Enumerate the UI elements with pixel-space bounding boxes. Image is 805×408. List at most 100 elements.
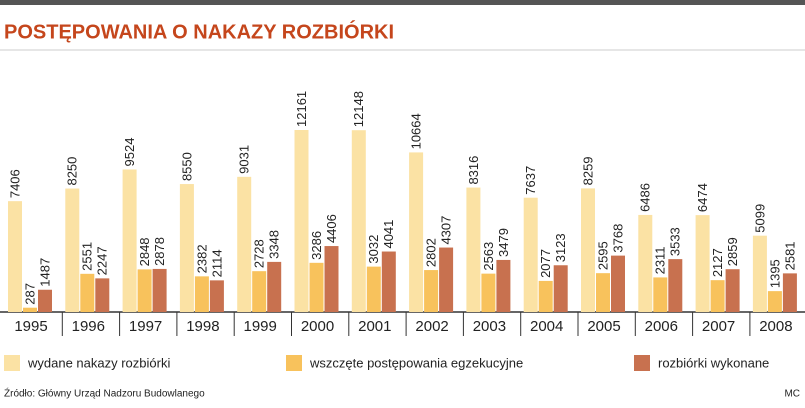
bar xyxy=(294,130,309,312)
x-tick-label: 1997 xyxy=(129,318,162,335)
bar xyxy=(668,259,683,312)
bar xyxy=(309,262,324,312)
bar xyxy=(695,215,710,312)
bar xyxy=(194,276,209,312)
value-label: 2127 xyxy=(710,248,725,277)
value-label: 3533 xyxy=(668,227,683,256)
value-label: 8316 xyxy=(466,156,481,185)
value-label: 2728 xyxy=(252,239,267,268)
value-label: 2859 xyxy=(725,237,740,266)
credit: MC xyxy=(784,389,800,400)
value-label: 12148 xyxy=(351,91,366,127)
value-label: 2878 xyxy=(152,237,167,266)
value-label: 8250 xyxy=(65,157,80,186)
legend-label: wszczęte postępowania egzekucyjne xyxy=(309,355,523,370)
bar xyxy=(538,280,553,312)
bar xyxy=(80,273,95,312)
bar xyxy=(496,259,511,312)
bar xyxy=(611,255,625,312)
bar xyxy=(8,201,22,312)
value-label: 3768 xyxy=(610,224,625,253)
value-label: 3032 xyxy=(366,235,381,264)
bar xyxy=(65,188,80,312)
bar xyxy=(439,247,454,312)
x-tick-label: 2007 xyxy=(702,318,735,335)
value-label: 2551 xyxy=(80,242,95,271)
bar xyxy=(209,280,224,312)
chart-title: POSTĘPOWANIA O NAKAZY ROZBIÓRKI xyxy=(4,19,394,43)
value-label: 8259 xyxy=(580,156,595,185)
bar xyxy=(523,197,538,312)
value-label: 2311 xyxy=(653,246,668,274)
value-label: 2848 xyxy=(137,237,152,266)
value-label: 2382 xyxy=(194,244,209,273)
bar xyxy=(596,273,610,312)
bar xyxy=(366,266,381,312)
x-tick-label: 2002 xyxy=(415,318,448,335)
value-label: 3479 xyxy=(496,228,511,257)
x-tick-label: 1998 xyxy=(186,318,219,335)
bar xyxy=(351,130,366,312)
bar xyxy=(710,280,725,312)
value-label: 5099 xyxy=(752,204,767,233)
bar xyxy=(638,214,653,312)
value-label: 2595 xyxy=(595,241,610,270)
value-label: 2581 xyxy=(782,241,797,270)
bar xyxy=(481,273,496,312)
value-label: 3348 xyxy=(267,230,282,259)
bar xyxy=(725,269,740,312)
value-label: 7406 xyxy=(7,169,22,198)
value-label: 2563 xyxy=(481,242,496,271)
value-label: 287 xyxy=(22,283,37,305)
bar xyxy=(409,152,424,312)
value-label: 8550 xyxy=(179,152,194,181)
x-tick-label: 2008 xyxy=(759,318,792,335)
x-tick-label: 2001 xyxy=(358,318,391,335)
value-label: 6486 xyxy=(638,183,653,212)
legend-label: wydane nakazy rozbiórki xyxy=(27,355,170,370)
value-label: 1395 xyxy=(767,259,782,288)
x-tick-label: 2003 xyxy=(473,318,506,335)
bar xyxy=(752,235,767,312)
value-label: 3123 xyxy=(553,233,568,262)
bar xyxy=(137,269,152,312)
value-label: 2247 xyxy=(95,246,110,275)
x-tick-label: 2000 xyxy=(301,318,334,335)
legend-swatch xyxy=(286,355,302,371)
legend-swatch xyxy=(634,355,650,371)
x-tick-label: 2006 xyxy=(645,318,678,335)
bar xyxy=(152,268,167,312)
bar xyxy=(237,176,252,312)
top-rule xyxy=(0,0,805,5)
value-label: 2114 xyxy=(209,249,224,277)
x-tick-label: 1999 xyxy=(244,318,277,335)
legend-label: rozbiórki wykonane xyxy=(658,355,769,370)
value-label: 6474 xyxy=(695,183,710,212)
value-label: 4406 xyxy=(324,214,339,243)
source: Źródło: Główny Urząd Nadzoru Budowlanego xyxy=(4,387,205,400)
value-label: 10664 xyxy=(409,113,424,149)
x-tick-label: 1996 xyxy=(72,318,105,335)
bar xyxy=(581,188,595,312)
x-tick-label: 1995 xyxy=(14,318,47,335)
bar xyxy=(267,261,282,312)
bar xyxy=(466,187,481,312)
bar xyxy=(324,246,339,312)
bar xyxy=(252,271,267,312)
value-label: 4041 xyxy=(381,220,396,249)
x-tick-label: 2005 xyxy=(587,318,620,335)
value-label: 4307 xyxy=(439,216,454,245)
bar xyxy=(424,270,439,312)
value-label: 3286 xyxy=(309,231,324,260)
value-label: 12161 xyxy=(294,91,309,127)
x-tick-label: 2004 xyxy=(530,318,563,335)
value-label: 2077 xyxy=(538,249,553,278)
value-label: 7637 xyxy=(523,166,538,195)
bar xyxy=(767,291,782,312)
value-label: 1487 xyxy=(37,258,52,287)
bar xyxy=(553,265,568,312)
bar xyxy=(179,184,194,312)
bar xyxy=(38,289,52,312)
legend-swatch xyxy=(4,355,20,371)
